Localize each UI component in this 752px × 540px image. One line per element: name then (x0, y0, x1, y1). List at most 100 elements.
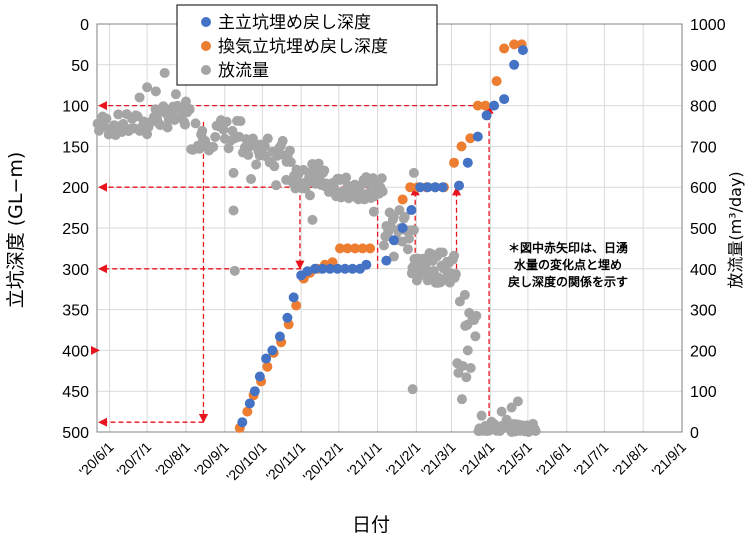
y-right-tick-label: 900 (690, 58, 717, 75)
main-shaft-point (324, 263, 335, 274)
legend-marker-ventilation-shaft (201, 41, 211, 51)
discharge-point (378, 240, 389, 251)
x-tick-label: '20/8/1 (152, 439, 193, 480)
ventilation-shaft-point (397, 194, 408, 205)
main-shaft-point (388, 235, 399, 246)
discharge-point (465, 363, 476, 374)
note-line-2: 水量の変化点と埋め (514, 257, 622, 272)
discharge-point (113, 109, 124, 120)
discharge-point (197, 125, 208, 136)
discharge-point (210, 131, 221, 142)
discharge-point (408, 225, 419, 236)
discharge-point (449, 250, 460, 261)
y-right-tick-label: 100 (690, 384, 717, 401)
ventilation-shaft-point (342, 243, 353, 254)
legend-marker-main-shaft (201, 17, 211, 27)
discharge-point (208, 141, 219, 152)
discharge-point (442, 257, 453, 268)
discharge-point (272, 150, 283, 161)
main-shaft-point (472, 131, 483, 142)
x-tick-labels: '20/6/1'20/7/1'20/8/1'20/9/1'20/10/1'20/… (76, 439, 689, 485)
discharge-point (437, 247, 448, 258)
ventilation-shaft-point (491, 76, 502, 87)
note-line-3: 戻し深度の関係を示す (508, 274, 628, 289)
legend-box (176, 4, 438, 86)
ventilation-shaft-point (291, 300, 302, 311)
discharge-point (179, 119, 190, 130)
legend-label-discharge: 放流量 (218, 61, 269, 81)
main-shaft-point (406, 205, 417, 216)
main-shaft-point (309, 263, 320, 274)
main-shaft-point (302, 266, 313, 277)
x-tick-label: '21/4/1 (457, 439, 498, 480)
main-shaft-point (244, 398, 255, 409)
main-shaft-point (462, 157, 473, 168)
y-right-tick-label: 300 (690, 303, 717, 320)
ventilation-shaft-point (499, 43, 510, 54)
discharge-point (368, 206, 379, 217)
y-left-tick-labels: 0 50 100 150 200 250 300 350 400 450 500 (62, 17, 89, 442)
main-shaft-point (340, 263, 351, 274)
discharge-point (180, 96, 191, 107)
discharge-point (377, 186, 388, 197)
ventilation-shaft-point (365, 243, 376, 254)
y-left-tick-label: 400 (62, 343, 89, 360)
discharge-point (501, 414, 512, 425)
series-main-shaft-depth (237, 45, 528, 428)
x-tick-label: '21/8/1 (610, 439, 651, 480)
discharge-point (134, 92, 145, 103)
y-left-tick-label: 0 (80, 17, 89, 34)
main-shaft-point (437, 182, 448, 193)
discharge-point (313, 158, 324, 169)
discharge-point (184, 104, 195, 115)
main-shaft-point (288, 292, 299, 303)
y-left-tick-label: 50 (71, 58, 89, 75)
ventilation-shaft-point (262, 361, 273, 372)
discharge-point (476, 410, 487, 421)
main-shaft-point (361, 259, 372, 270)
main-shaft-point (509, 59, 520, 70)
y-left-tick-label: 200 (62, 180, 89, 197)
discharge-point (259, 141, 270, 152)
discharge-point (307, 214, 318, 225)
y-left-tick-label: 150 (62, 139, 89, 156)
red-arrows (90, 101, 494, 432)
main-shaft-point (489, 100, 500, 111)
discharge-point (142, 82, 153, 93)
ventilation-shaft-point (405, 182, 416, 193)
y-left-tick-label: 350 (62, 303, 89, 320)
ventilation-shaft-point (465, 133, 476, 144)
discharge-point (284, 145, 295, 156)
discharge-point (486, 416, 497, 427)
main-shaft-point (317, 263, 328, 274)
ventilation-shaft-point (357, 243, 368, 254)
ventilation-shaft-point (449, 157, 460, 168)
main-shaft-point (274, 331, 285, 342)
discharge-point (162, 122, 173, 133)
note-line-1: ＊図中赤矢印は、日湧 (508, 240, 628, 255)
discharge-point (150, 86, 161, 97)
legend-label-ventilation-shaft: 換気立坑埋め戻し深度 (218, 37, 388, 57)
main-shaft-point (430, 182, 441, 193)
discharge-point (420, 263, 431, 274)
annotation-note: ＊図中赤矢印は、日湧 水量の変化点と埋め 戻し深度の関係を示す (508, 240, 628, 289)
y-right-tick-label: 200 (690, 343, 717, 360)
main-shaft-point (332, 263, 343, 274)
discharge-point (408, 167, 419, 178)
x-tick-label: '20/7/1 (113, 439, 154, 480)
main-shaft-point (454, 180, 465, 191)
discharge-point (159, 67, 170, 78)
series-discharge (92, 67, 541, 437)
discharge-point (506, 402, 517, 413)
y-right-tick-label: 400 (690, 262, 717, 279)
x-tick-label: '21/5/1 (494, 439, 535, 480)
discharge-point (228, 167, 239, 178)
discharge-point (460, 320, 471, 331)
discharge-point (402, 244, 413, 255)
discharge-point (450, 269, 461, 280)
y-right-tick-label: 500 (690, 221, 717, 238)
discharge-point (512, 396, 523, 407)
main-shaft-point (261, 353, 272, 364)
discharge-point (394, 205, 405, 216)
